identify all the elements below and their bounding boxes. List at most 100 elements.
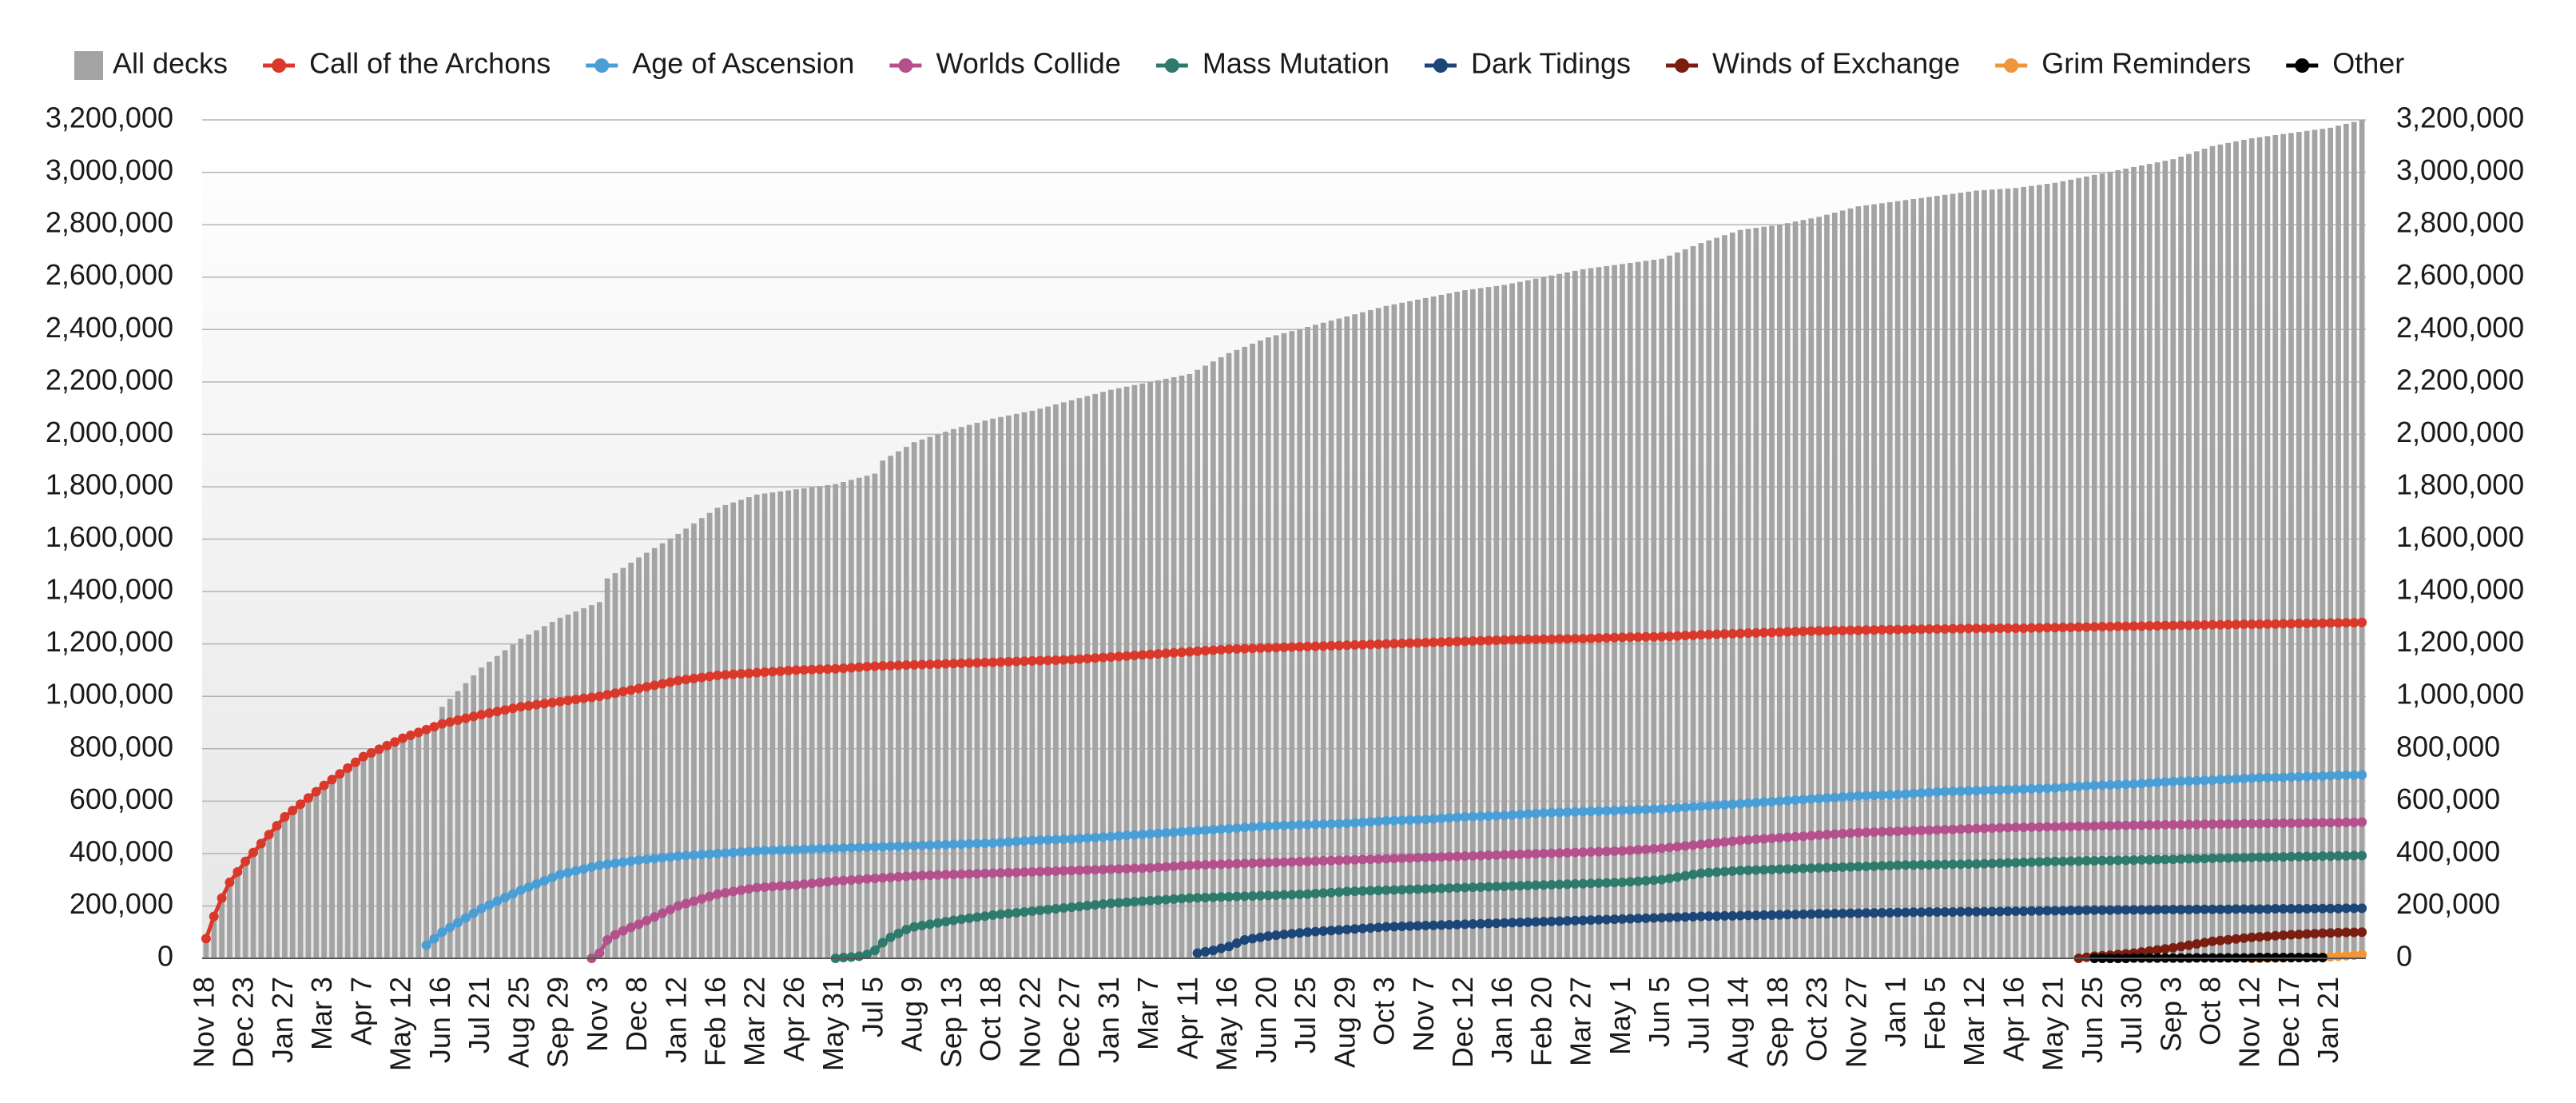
series-point: [964, 658, 975, 668]
bar: [1769, 225, 1775, 958]
x-tick-label: Jun 5: [1643, 977, 1676, 1047]
series-point: [2262, 852, 2272, 862]
series-point: [1633, 845, 1644, 855]
series-point: [1979, 785, 1990, 795]
series-point: [1231, 858, 1242, 869]
series-point: [1940, 786, 1950, 797]
series-point: [2207, 904, 2217, 914]
bar: [1060, 402, 1067, 959]
series-point: [752, 846, 762, 856]
series-point: [1711, 629, 1722, 639]
series-point: [2317, 928, 2328, 938]
x-tick-label: Jul 25: [1289, 977, 1322, 1053]
bar: [1399, 302, 1405, 958]
series-point: [618, 687, 628, 697]
bar: [203, 938, 209, 958]
series-point: [1484, 918, 1494, 929]
series-point: [815, 843, 825, 854]
series-point: [2231, 904, 2241, 914]
series-point: [2215, 853, 2225, 863]
bar: [1469, 289, 1476, 959]
series-point: [2317, 618, 2328, 628]
series-point: [1342, 924, 1352, 934]
series-point: [2357, 903, 2367, 914]
series-point: [1216, 824, 1226, 834]
series-point: [720, 888, 730, 898]
bar: [1084, 396, 1091, 958]
series-point: [2176, 905, 2186, 915]
series-point: [1680, 802, 1691, 813]
y2-tick-label: 2,600,000: [2396, 258, 2524, 291]
series-point: [2200, 854, 2210, 864]
series-point: [2294, 904, 2304, 914]
series-point: [1279, 642, 1289, 652]
series-point: [1940, 825, 1950, 835]
series-point: [2097, 780, 2108, 790]
series-point: [2239, 933, 2249, 943]
series-point: [1310, 926, 1321, 937]
series-point: [1452, 882, 1462, 893]
bar: [675, 533, 682, 958]
series-point: [1743, 865, 1753, 875]
series-point: [1633, 805, 1644, 815]
bar: [1659, 258, 1665, 959]
series-point: [1791, 863, 1801, 874]
series-point: [1759, 865, 1769, 875]
series-point: [705, 849, 715, 859]
series-point: [1153, 895, 1163, 906]
series-point: [2192, 775, 2202, 786]
series-point: [2129, 621, 2139, 631]
bar: [1131, 384, 1138, 959]
series-point: [1633, 632, 1644, 643]
series-point: [1326, 926, 1337, 936]
series-point: [1035, 906, 1045, 916]
series-point: [877, 842, 888, 852]
series-point: [2153, 945, 2163, 955]
series-point: [1546, 916, 1556, 926]
series-point: [1255, 858, 1266, 868]
series-point: [2255, 904, 2265, 914]
series-point: [956, 839, 967, 850]
series-point: [1838, 792, 1848, 802]
bar: [2343, 123, 2349, 958]
series-point: [1593, 846, 1604, 857]
series-point: [2357, 770, 2367, 780]
series-point: [1507, 635, 1517, 645]
series-point: [1271, 890, 1282, 900]
series-point: [1940, 906, 1950, 917]
series-point: [1098, 832, 1108, 842]
series-point: [2278, 904, 2288, 914]
series-point: [869, 842, 880, 852]
series-point: [1176, 894, 1187, 904]
bar: [1013, 413, 1020, 958]
bar: [880, 460, 886, 958]
series-point: [1664, 842, 1675, 853]
y-tick-label: 0: [157, 940, 173, 973]
series-point: [1932, 623, 1942, 634]
series-point: [2231, 818, 2241, 829]
bar: [573, 611, 579, 958]
series-point: [2317, 903, 2328, 914]
y2-tick-label: 1,600,000: [2396, 520, 2524, 553]
series-point: [1822, 862, 1832, 873]
series-point: [1523, 849, 1533, 859]
series-point: [2317, 818, 2328, 828]
series-point: [1389, 922, 1399, 932]
series-point: [1200, 946, 1210, 957]
series-point: [1067, 655, 1077, 665]
series-point: [1806, 909, 1816, 919]
series-point: [2302, 929, 2312, 939]
series-point: [1413, 853, 1423, 863]
series-point: [563, 867, 573, 878]
series-point: [1995, 822, 2006, 833]
series-point: [1476, 635, 1486, 646]
series-point: [1955, 786, 1966, 796]
series-point: [1586, 846, 1596, 857]
series-point: [1727, 910, 1738, 921]
series-point: [650, 680, 660, 691]
series-point: [1586, 915, 1596, 926]
series-point: [893, 841, 904, 851]
series-point: [2341, 817, 2351, 827]
series-point: [563, 695, 573, 706]
bar: [1753, 228, 1759, 959]
